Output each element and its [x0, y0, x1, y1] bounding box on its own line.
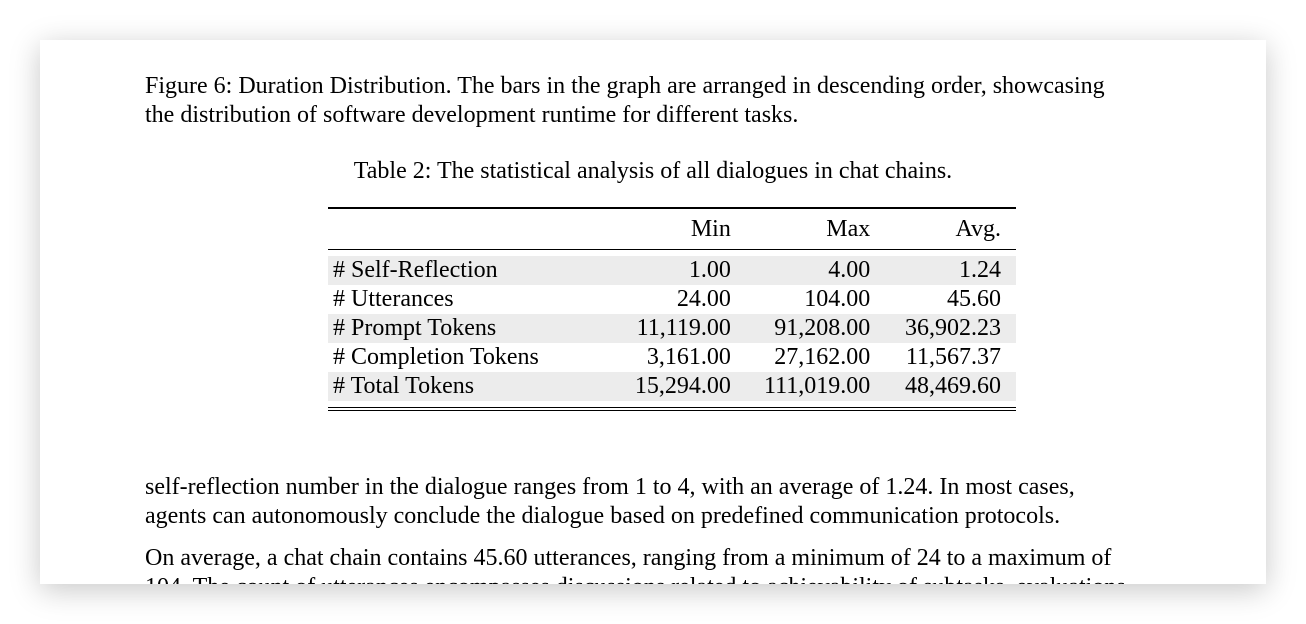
- table-row: # Completion Tokens 3,161.00 27,162.00 11,5…: [328, 343, 1016, 372]
- table-caption: Table 2: The statistical analysis of all…: [353, 158, 953, 184]
- stats-table: Min Max Avg. # Self-Reflection 1.00 4.00 1.…: [328, 207, 1016, 401]
- table-row: # Total Tokens 15,294.00 111,019.00 48,469.…: [328, 372, 1016, 401]
- table-header-row: Min Max Avg.: [328, 208, 1016, 250]
- cell-value: 11,567.37: [905, 344, 1001, 370]
- row-label: # Prompt Tokens: [333, 315, 497, 341]
- row-label: # Utterances: [333, 286, 454, 312]
- column-header-max: Max: [826, 215, 871, 242]
- caption-line: the distribution of software development…: [145, 102, 799, 128]
- cell-value: 3,161.00: [646, 344, 731, 370]
- column-header: [328, 208, 605, 250]
- text-line: agents can autonomously conclude the dia…: [145, 503, 1061, 529]
- paragraph: On average, a chat chain contains 45.60 …: [145, 544, 1201, 584]
- text-line: 104. The count of utterances encompasses…: [145, 573, 1201, 584]
- row-label: # Completion Tokens: [333, 344, 539, 370]
- cell-value: 27,162.00: [774, 344, 871, 370]
- cell-value: 1.24: [959, 257, 1001, 283]
- cell-value: 111,019.00: [764, 373, 871, 399]
- cell-value: 36,902.23: [905, 315, 1001, 341]
- cell-value: 24.00: [676, 286, 731, 312]
- text-line: On average, a chat chain contains 45.60 …: [145, 545, 1112, 571]
- cell-value: 11,119.00: [636, 315, 731, 341]
- text-line: self-reflection number in the dialogue r…: [145, 474, 1075, 500]
- paragraph: self-reflection number in the dialogue r…: [145, 473, 1201, 531]
- table-row: # Prompt Tokens 11,119.00 91,208.00 36,902.…: [328, 314, 1016, 343]
- cell-value: 45.60: [947, 286, 1001, 312]
- row-label: # Total Tokens: [333, 373, 475, 399]
- cell-value: 15,294.00: [634, 373, 731, 399]
- row-label: # Self-Reflection: [333, 257, 498, 283]
- cell-value: 1.00: [688, 257, 731, 283]
- paper-page: tasks Figure 6: Duration Distribution. T…: [40, 40, 1266, 584]
- caption-line: Figure 6: Duration Distribution. The bar…: [145, 73, 1105, 99]
- table-bottom-rule: [328, 407, 1016, 411]
- table-row: # Self-Reflection 1.00 4.00 1.24: [328, 256, 1016, 285]
- figure-axis-label-fragment: tasks: [690, 40, 718, 44]
- cell-value: 104.00: [804, 286, 871, 312]
- column-header-avg: Avg.: [955, 215, 1001, 242]
- cell-value: 48,469.60: [905, 373, 1001, 399]
- table-row: # Utterances 24.00 104.00 45.60: [328, 285, 1016, 314]
- cell-value: 91,208.00: [774, 315, 871, 341]
- column-header-min: Min: [690, 215, 731, 242]
- figure-caption: Figure 6: Duration Distribution. The bar…: [145, 72, 1201, 130]
- cell-value: 4.00: [828, 257, 871, 283]
